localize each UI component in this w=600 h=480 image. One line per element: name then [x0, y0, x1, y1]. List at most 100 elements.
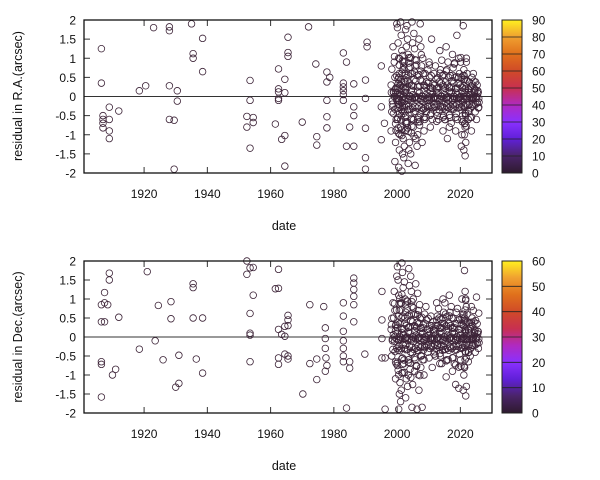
data-point: [377, 62, 386, 70]
data-point: [408, 18, 416, 26]
data-point: [249, 291, 257, 299]
data-point: [445, 291, 454, 299]
data-point: [350, 279, 358, 287]
data-point: [350, 274, 358, 282]
data-point: [475, 309, 483, 317]
ra-x-tick-label: 1980: [321, 187, 348, 201]
data-point: [350, 103, 358, 111]
data-point: [378, 287, 386, 296]
data-point: [377, 103, 386, 111]
data-point: [378, 334, 386, 343]
data-point: [462, 295, 470, 303]
data-point: [313, 141, 321, 149]
data-point: [438, 56, 446, 64]
data-point: [246, 96, 254, 105]
data-point: [442, 67, 450, 75]
data-point: [410, 44, 419, 53]
data-point: [400, 153, 408, 162]
data-point: [198, 314, 207, 322]
data-point: [390, 52, 399, 61]
data-point: [396, 18, 405, 26]
data-point: [397, 386, 405, 394]
data-point: [284, 316, 292, 324]
data-point: [323, 361, 331, 370]
ra-colorbar-tick-label: 50: [532, 82, 546, 96]
data-point: [299, 390, 307, 398]
data-point: [403, 124, 412, 132]
ra-x-axis-label: date: [272, 219, 296, 233]
data-point: [389, 43, 397, 51]
data-point: [143, 267, 151, 276]
dec-plot-frame: [83, 260, 493, 414]
data-point: [412, 362, 421, 370]
data-point: [427, 35, 436, 43]
data-point: [350, 111, 358, 120]
data-point: [284, 33, 292, 41]
data-point: [97, 318, 106, 326]
data-point: [461, 287, 469, 296]
data-point: [430, 348, 439, 356]
data-point: [415, 121, 424, 129]
data-point: [417, 43, 425, 51]
data-point: [397, 75, 405, 84]
data-point: [406, 365, 414, 373]
data-point: [403, 35, 412, 43]
data-point: [393, 272, 401, 280]
data-point: [274, 360, 283, 369]
data-point: [431, 352, 440, 360]
data-point: [393, 23, 402, 32]
data-point: [394, 291, 403, 299]
data-point: [189, 54, 197, 62]
data-point: [415, 386, 423, 394]
data-point: [444, 356, 452, 364]
data-point: [425, 61, 434, 69]
data-point: [99, 115, 107, 124]
data-point: [396, 378, 404, 387]
data-point: [97, 79, 106, 87]
dec-x-axis-label: date: [272, 459, 296, 473]
data-point: [243, 270, 251, 278]
data-point: [388, 352, 396, 360]
data-point: [405, 264, 413, 273]
data-point: [460, 363, 469, 372]
data-point: [322, 354, 330, 362]
data-point: [408, 403, 416, 411]
data-point: [396, 397, 405, 406]
data-point: [451, 127, 460, 135]
data-point: [321, 324, 330, 332]
data-point: [100, 318, 109, 326]
data-point: [472, 293, 481, 301]
data-point: [432, 299, 441, 307]
data-point: [416, 371, 424, 380]
ra-x-tick-label: 2000: [384, 187, 411, 201]
data-point: [284, 311, 292, 320]
data-point: [274, 65, 283, 73]
data-point: [342, 58, 351, 66]
ra-x-tick-label: 1940: [194, 187, 221, 201]
data-point: [281, 131, 289, 140]
data-point: [462, 382, 471, 391]
data-point: [461, 306, 469, 314]
data-point: [462, 318, 470, 327]
data-point: [108, 371, 117, 379]
data-point: [105, 115, 114, 124]
dec-y-tick-label: 2: [69, 255, 76, 269]
data-point: [313, 355, 321, 363]
data-point: [151, 337, 159, 345]
data-point: [400, 278, 409, 286]
data-point: [394, 405, 403, 413]
data-point: [407, 150, 415, 158]
data-point: [439, 295, 447, 303]
data-point: [135, 87, 144, 95]
data-point: [339, 87, 348, 95]
data-point: [439, 127, 447, 135]
data-point: [400, 344, 409, 353]
data-point: [428, 363, 436, 372]
data-point: [462, 138, 470, 147]
ra-colorbar-tick-label: 90: [532, 14, 546, 28]
data-point: [361, 350, 369, 358]
data-point: [387, 127, 395, 135]
data-point: [243, 112, 251, 121]
data-point: [458, 295, 466, 303]
